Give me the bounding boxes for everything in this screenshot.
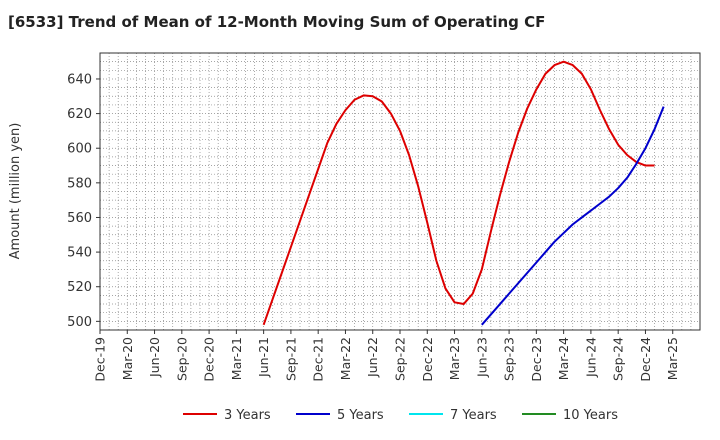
legend-label-3-years: 3 Years (224, 408, 271, 423)
y-axis-label: Amount (million yen) (8, 123, 23, 260)
legend-label-5-years: 5 Years (337, 408, 384, 423)
series-group (262, 60, 665, 326)
x-tick-label: Sep-22 (393, 337, 408, 381)
x-tick-label: Mar-25 (665, 337, 680, 380)
x-tick-label: Dec-20 (202, 337, 217, 382)
x-tick-label: Dec-22 (420, 337, 435, 382)
y-axis-ticks: 500 520 540 560 580 600 620 640 (67, 72, 100, 330)
chart-title: [6533] Trend of Mean of 12-Month Moving … (8, 13, 546, 31)
x-tick-label: Sep-24 (611, 337, 626, 381)
y-tick-label: 540 (67, 246, 92, 261)
x-tick-label: Dec-24 (638, 337, 653, 382)
x-tick-label: Sep-20 (174, 337, 189, 381)
x-axis-ticks: Dec-19 Mar-20 Jun-20 Sep-20 Dec-20 Mar-21 Jun-… (93, 330, 680, 382)
x-tick-label: Jun-23 (474, 337, 489, 378)
x-tick-label: Mar-24 (556, 337, 571, 380)
y-tick-label: 620 (67, 107, 92, 122)
series-line-3-years (262, 60, 655, 326)
x-tick-label: Jun-20 (147, 337, 162, 378)
y-tick-label: 560 (67, 211, 92, 226)
legend-label-10-years: 10 Years (563, 408, 618, 423)
y-tick-label: 600 (67, 142, 92, 157)
y-tick-label: 520 (67, 280, 92, 295)
series-line-5-years (481, 106, 665, 326)
legend-label-7-years: 7 Years (450, 408, 497, 423)
grid-lines (100, 53, 700, 330)
x-tick-label: Jun-21 (256, 337, 271, 378)
x-tick-label: Mar-21 (229, 337, 244, 380)
x-tick-label: Jun-24 (583, 337, 598, 378)
x-tick-label: Dec-19 (93, 337, 108, 382)
x-tick-label: Mar-20 (120, 337, 135, 380)
y-tick-label: 640 (67, 72, 92, 87)
x-tick-label: Dec-23 (529, 337, 544, 382)
x-tick-label: Dec-21 (311, 337, 326, 382)
y-tick-label: 580 (67, 176, 92, 191)
x-tick-label: Mar-23 (447, 337, 462, 380)
x-tick-label: Sep-21 (283, 337, 298, 381)
legend: 3 Years 5 Years 7 Years 10 Years (183, 408, 618, 423)
y-tick-label: 500 (67, 315, 92, 330)
x-tick-label: Mar-22 (338, 337, 353, 380)
x-tick-label: Jun-22 (365, 337, 380, 378)
x-tick-label: Sep-23 (502, 337, 517, 381)
